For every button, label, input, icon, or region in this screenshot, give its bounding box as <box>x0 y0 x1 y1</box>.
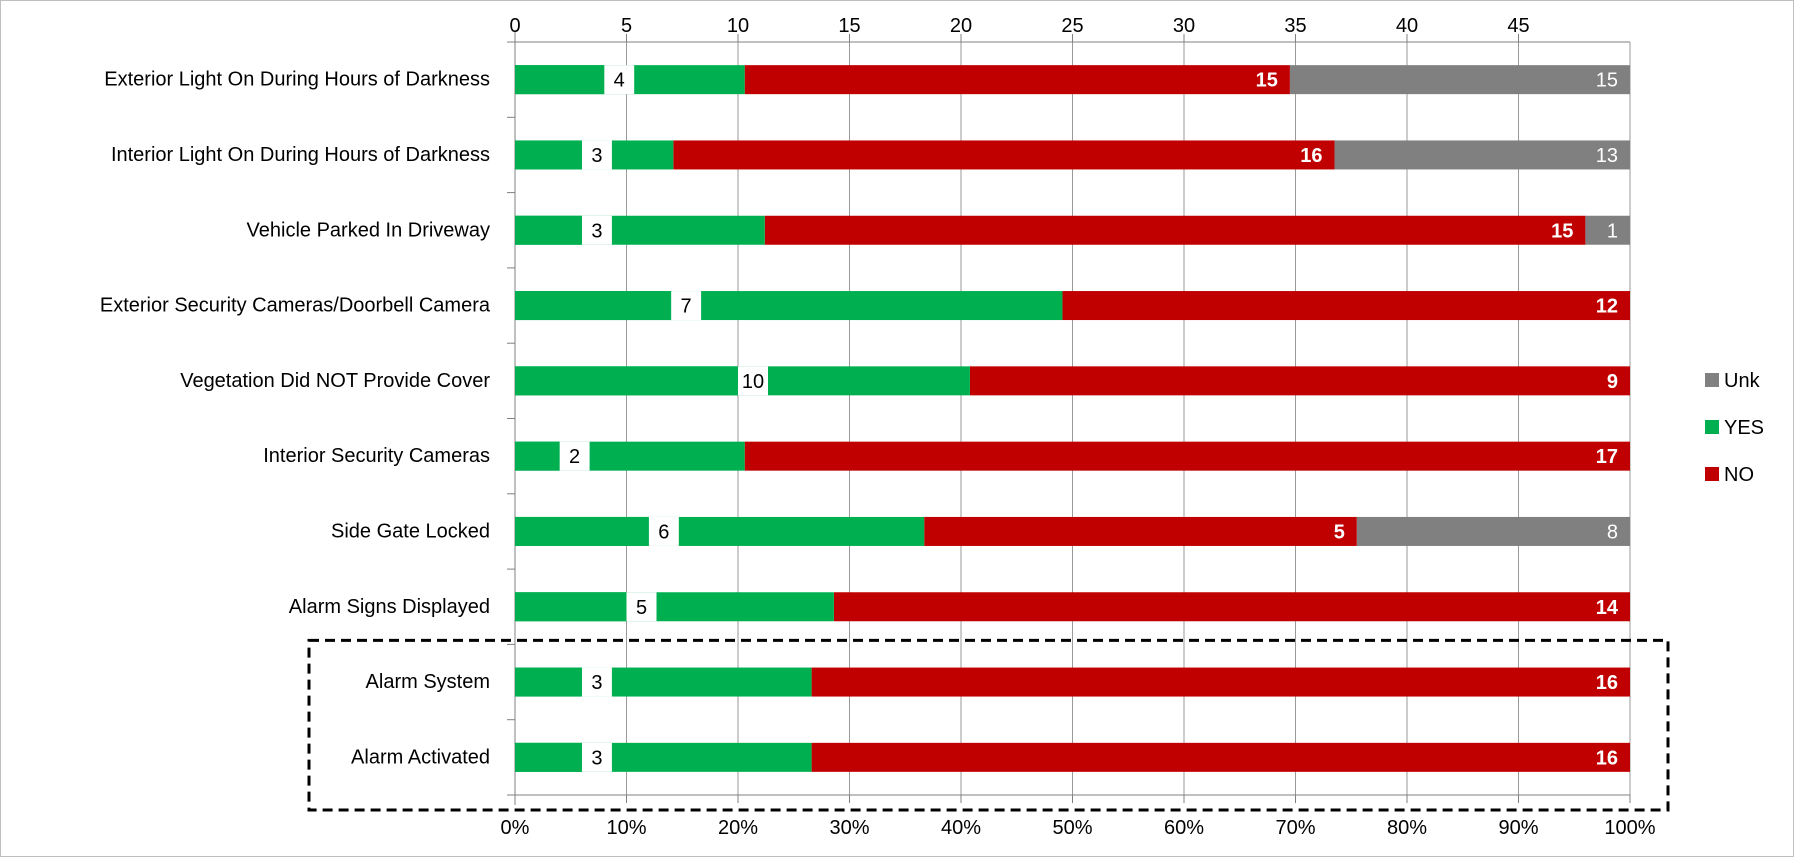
no-data-label: 12 <box>1596 296 1618 318</box>
top-axis-tick-label: 0 <box>509 15 520 37</box>
no-segment <box>1062 291 1630 321</box>
bottom-axis-tick-label: 0% <box>501 817 530 839</box>
bottom-axis-tick-label: 40% <box>941 817 981 839</box>
count-label-gap <box>626 592 657 622</box>
bottom-axis-tick-label: 100% <box>1604 817 1655 839</box>
no-data-label: 15 <box>1551 220 1573 242</box>
count-data-label: 6 <box>658 521 669 543</box>
top-axis-tick-label: 20 <box>950 15 972 37</box>
count-label-gap <box>581 742 612 772</box>
legend-label-no: NO <box>1724 464 1754 486</box>
top-axis-tick-label: 30 <box>1173 15 1195 37</box>
category-label: Exterior Security Cameras/Doorbell Camer… <box>100 295 491 317</box>
count-label-gap <box>581 667 612 697</box>
unk-segment <box>1334 140 1630 170</box>
count-label-gap <box>738 366 768 396</box>
no-segment <box>673 140 1335 170</box>
no-data-label: 9 <box>1607 371 1618 393</box>
top-axis-tick-label: 40 <box>1396 15 1418 37</box>
count-data-label: 3 <box>591 747 602 769</box>
count-data-label: 2 <box>569 446 580 468</box>
no-segment <box>969 366 1630 396</box>
count-bar <box>515 215 582 245</box>
top-axis-tick-label: 5 <box>621 15 632 37</box>
no-data-label: 5 <box>1334 521 1345 543</box>
unk-segment <box>1289 65 1630 95</box>
no-segment <box>744 65 1290 95</box>
unk-segment <box>1356 516 1630 546</box>
count-bar <box>515 140 582 170</box>
count-label-gap <box>581 215 612 245</box>
count-data-label: 7 <box>681 296 692 318</box>
count-bar <box>515 516 649 546</box>
no-segment <box>744 441 1630 471</box>
count-bar <box>515 366 738 396</box>
unk-segment <box>1585 215 1630 245</box>
count-label-gap <box>648 516 679 546</box>
top-axis-tick-label: 25 <box>1061 15 1083 37</box>
highlight-box <box>307 638 1670 812</box>
no-data-label: 15 <box>1256 70 1278 92</box>
top-axis-tick-label: 10 <box>727 15 749 37</box>
count-bar <box>515 667 582 697</box>
count-data-label: 3 <box>591 145 602 167</box>
count-data-label: 3 <box>591 220 602 242</box>
category-label: Interior Light On During Hours of Darkne… <box>111 144 490 166</box>
legend-label-unk: Unk <box>1724 370 1761 392</box>
legend-swatch-no <box>1705 467 1719 481</box>
count-bar <box>515 441 560 471</box>
no-segment <box>811 742 1630 772</box>
bottom-axis-tick-label: 80% <box>1387 817 1427 839</box>
category-label: Vegetation Did NOT Provide Cover <box>180 370 490 392</box>
count-data-label: 4 <box>614 70 625 92</box>
top-axis-tick-label: 15 <box>838 15 860 37</box>
count-data-label: 3 <box>591 672 602 694</box>
count-label-gap <box>604 65 635 95</box>
category-label: Alarm System <box>366 671 490 693</box>
category-label: Vehicle Parked In Driveway <box>247 219 490 241</box>
bottom-axis-tick-label: 50% <box>1052 817 1092 839</box>
unk-data-label: 13 <box>1596 145 1618 167</box>
bottom-axis-tick-label: 10% <box>606 817 646 839</box>
unk-data-label: 15 <box>1596 70 1618 92</box>
count-data-label: 10 <box>742 371 764 393</box>
no-data-label: 16 <box>1300 145 1322 167</box>
legend-swatch-yes <box>1705 420 1719 434</box>
unk-data-label: 1 <box>1607 220 1618 242</box>
no-segment <box>811 667 1630 697</box>
legend-swatch-unk <box>1705 373 1719 387</box>
bottom-axis-tick-label: 60% <box>1164 817 1204 839</box>
category-label: Alarm Activated <box>351 746 490 768</box>
no-data-label: 16 <box>1596 747 1618 769</box>
top-axis-tick-label: 35 <box>1284 15 1306 37</box>
count-label-gap <box>581 140 612 170</box>
category-label: Exterior Light On During Hours of Darkne… <box>104 69 490 91</box>
no-data-label: 14 <box>1596 597 1619 619</box>
bottom-axis-tick-label: 90% <box>1498 817 1538 839</box>
category-label: Alarm Signs Displayed <box>289 596 490 618</box>
bottom-axis-tick-label: 70% <box>1275 817 1315 839</box>
count-bar <box>515 592 627 622</box>
bottom-axis-tick-label: 20% <box>718 817 758 839</box>
count-bar <box>515 742 582 772</box>
count-data-label: 5 <box>636 597 647 619</box>
bottom-axis-tick-label: 30% <box>829 817 869 839</box>
top-axis-tick-label: 45 <box>1507 15 1529 37</box>
unk-data-label: 8 <box>1607 521 1618 543</box>
category-label: Side Gate Locked <box>331 520 490 542</box>
no-data-label: 16 <box>1596 672 1618 694</box>
count-label-gap <box>671 291 702 321</box>
no-segment <box>924 516 1357 546</box>
no-segment <box>764 215 1586 245</box>
count-label-gap <box>559 441 590 471</box>
category-label: Interior Security Cameras <box>263 445 490 467</box>
count-bar <box>515 291 672 321</box>
no-data-label: 17 <box>1596 446 1618 468</box>
count-bar <box>515 65 605 95</box>
legend-label-yes: YES <box>1724 417 1764 439</box>
no-segment <box>833 592 1630 622</box>
